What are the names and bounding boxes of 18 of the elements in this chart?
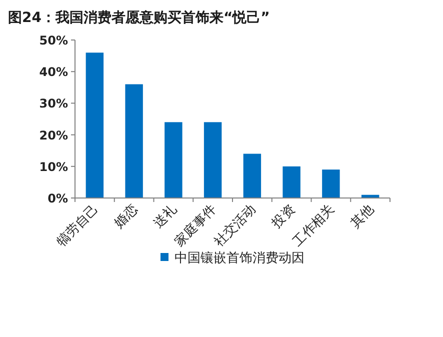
x-tick-label: 婚恋 [111, 202, 141, 232]
legend-label: 中国镶嵌首饰消费动因 [174, 251, 304, 266]
bar [243, 154, 262, 198]
y-tick-label: 10% [39, 160, 68, 174]
x-tick-label: 投资 [268, 202, 298, 232]
y-tick-label: 40% [39, 65, 68, 80]
chart-title: 图24：我国消费者愿意购买首饰来“悦己” [8, 9, 270, 26]
y-tick-label: 20% [39, 128, 68, 142]
bar [164, 122, 182, 198]
y-tick-label: 50% [39, 34, 68, 48]
bar [282, 166, 300, 198]
y-tick-label: 30% [39, 96, 68, 111]
x-tick-label: 送礼 [151, 202, 180, 232]
x-tick-label: 其他 [348, 202, 378, 232]
bar [204, 122, 222, 198]
bar [125, 84, 143, 198]
bar [86, 52, 104, 198]
bar [322, 170, 340, 198]
